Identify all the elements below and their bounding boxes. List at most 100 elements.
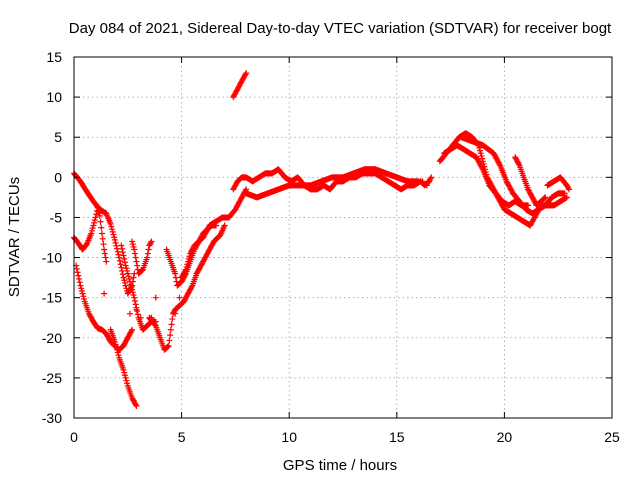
data-point bbox=[131, 246, 138, 253]
data-point bbox=[132, 401, 139, 408]
y-tick-label: -20 bbox=[42, 330, 62, 346]
y-tick-label: -30 bbox=[42, 410, 62, 426]
data-point bbox=[137, 314, 144, 321]
data-point bbox=[128, 328, 135, 335]
y-tick-label: 0 bbox=[54, 169, 62, 185]
data-point bbox=[477, 150, 484, 157]
y-tick-label: -10 bbox=[42, 250, 62, 266]
data-point bbox=[130, 243, 137, 250]
data-point bbox=[129, 326, 136, 333]
data-point bbox=[91, 219, 98, 226]
data-point bbox=[182, 267, 189, 274]
data-point bbox=[123, 265, 130, 272]
data-point bbox=[80, 293, 87, 300]
y-tick-label: 10 bbox=[46, 89, 62, 105]
data-point bbox=[176, 294, 183, 301]
data-point bbox=[99, 235, 106, 242]
data-point bbox=[96, 212, 103, 219]
data-point bbox=[221, 222, 228, 229]
data-point bbox=[133, 258, 140, 265]
data-point bbox=[111, 338, 118, 345]
data-point bbox=[427, 175, 434, 182]
data-point bbox=[122, 374, 129, 381]
data-point bbox=[168, 321, 175, 328]
data-point bbox=[166, 337, 173, 344]
data-point bbox=[428, 174, 435, 181]
data-point bbox=[122, 282, 129, 289]
data-point bbox=[131, 294, 138, 301]
data-point bbox=[118, 264, 125, 271]
data-point bbox=[478, 152, 485, 159]
data-point bbox=[129, 289, 136, 296]
data-point bbox=[113, 242, 120, 249]
data-point bbox=[121, 277, 128, 284]
y-tick-label: 5 bbox=[54, 129, 62, 145]
data-point bbox=[107, 220, 114, 227]
data-point bbox=[90, 222, 97, 229]
data-point bbox=[243, 70, 250, 77]
data-point bbox=[172, 274, 179, 281]
data-point bbox=[78, 285, 85, 292]
data-point bbox=[565, 185, 572, 192]
x-axis-label: GPS time / hours bbox=[283, 457, 397, 474]
data-point bbox=[169, 316, 176, 323]
data-point bbox=[101, 250, 108, 257]
data-point bbox=[77, 282, 84, 289]
data-point bbox=[565, 186, 572, 193]
data-point bbox=[186, 253, 193, 260]
grid-lines bbox=[74, 57, 612, 418]
data-point bbox=[113, 344, 120, 351]
axes bbox=[73, 56, 613, 419]
data-point bbox=[119, 245, 126, 252]
data-points bbox=[71, 70, 572, 409]
data-point bbox=[184, 261, 191, 268]
data-point bbox=[121, 279, 128, 286]
data-point bbox=[121, 369, 128, 376]
data-point bbox=[242, 71, 249, 78]
data-point bbox=[129, 241, 136, 248]
data-point bbox=[131, 250, 138, 257]
x-tick-label: 0 bbox=[70, 429, 78, 445]
data-point bbox=[115, 251, 122, 258]
data-point bbox=[561, 190, 568, 197]
data-point bbox=[130, 291, 137, 298]
data-point bbox=[183, 263, 190, 270]
data-point bbox=[110, 231, 117, 238]
data-point bbox=[164, 343, 171, 350]
data-point bbox=[563, 194, 570, 201]
data-point bbox=[119, 267, 126, 274]
data-point bbox=[88, 230, 95, 237]
data-point bbox=[134, 308, 141, 315]
data-point bbox=[111, 236, 118, 243]
data-point bbox=[98, 230, 105, 237]
data-point bbox=[124, 267, 131, 274]
data-point bbox=[91, 217, 98, 224]
data-point bbox=[133, 306, 140, 313]
data-point bbox=[127, 281, 134, 288]
data-point bbox=[108, 223, 115, 230]
data-point bbox=[76, 275, 83, 282]
data-point bbox=[477, 147, 484, 154]
data-point bbox=[120, 274, 127, 281]
data-point bbox=[74, 269, 81, 276]
data-point bbox=[541, 195, 548, 202]
y-tick-label: 15 bbox=[46, 49, 62, 65]
data-point bbox=[114, 248, 121, 255]
data-point bbox=[172, 270, 179, 277]
data-point bbox=[188, 283, 195, 290]
x-tick-label: 10 bbox=[281, 429, 297, 445]
data-point bbox=[172, 310, 179, 317]
y-tick-label: -25 bbox=[42, 370, 62, 386]
data-point bbox=[117, 261, 124, 268]
data-point bbox=[73, 265, 80, 272]
data-point bbox=[133, 402, 140, 409]
data-point bbox=[119, 271, 126, 278]
data-point bbox=[89, 225, 96, 232]
data-point bbox=[114, 349, 121, 356]
data-point bbox=[167, 326, 174, 333]
data-point bbox=[130, 274, 137, 281]
data-point bbox=[93, 211, 100, 218]
data-point bbox=[542, 194, 549, 201]
